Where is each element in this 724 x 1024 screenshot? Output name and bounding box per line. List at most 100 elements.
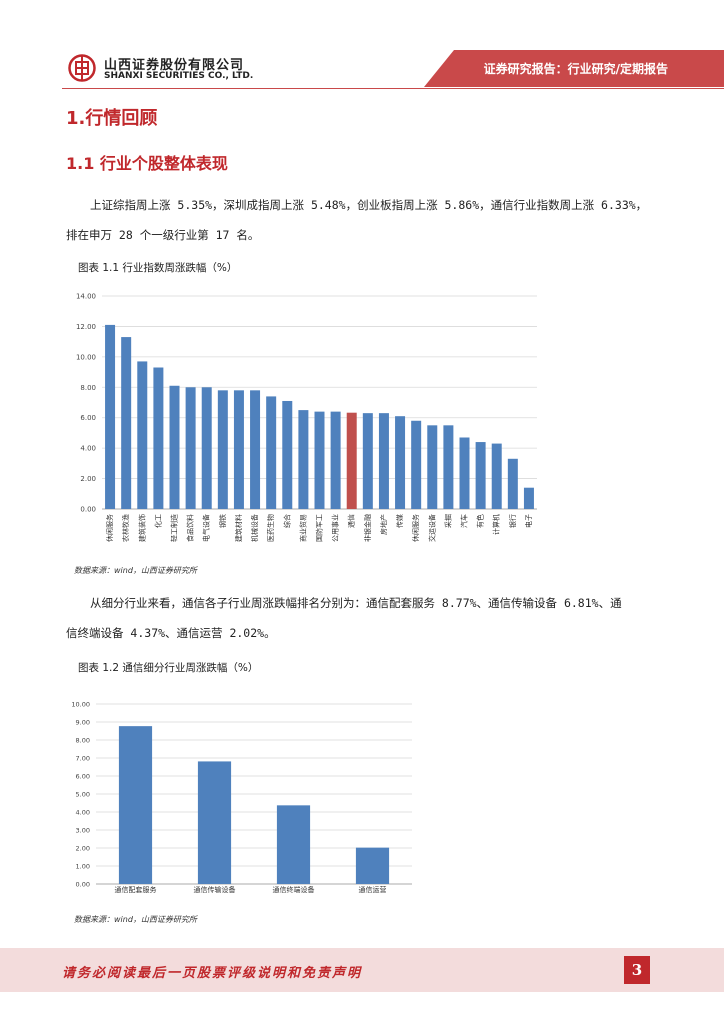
bar: [217, 390, 228, 509]
x-category-label: 建筑材料: [234, 514, 243, 542]
bar: [250, 390, 261, 509]
y-tick-label: 6.00: [80, 414, 96, 422]
x-category-label: 化工: [153, 514, 162, 528]
x-category-label: 电子: [524, 514, 533, 528]
x-category-label: 通信传输设备: [194, 885, 236, 894]
x-category-label: 建筑装饰: [137, 514, 146, 542]
paragraph-line: 信终端设备 4.37%、通信运营 2.02%。: [66, 626, 276, 640]
x-category-label: 汽车: [460, 514, 469, 528]
y-tick-label: 8.00: [76, 737, 90, 745]
x-category-label: 农林牧渔: [121, 514, 130, 542]
y-tick-label: 0.00: [76, 881, 90, 889]
bar: [201, 387, 212, 509]
bar: [330, 411, 341, 509]
page-footer: [0, 948, 724, 992]
paragraph-line: 从细分行业来看，通信各子行业周涨跌幅排名分别为：通信配套服务 8.77%、通信传…: [90, 596, 622, 610]
x-category-label: 钢铁: [218, 514, 227, 528]
y-tick-label: 14.00: [76, 293, 96, 301]
y-tick-label: 9.00: [76, 719, 90, 727]
paragraph-line: 上证综指周上涨 5.35%，深圳成指周上涨 5.48%，创业板指周上涨 5.86…: [90, 198, 648, 212]
bar: [197, 761, 232, 884]
bar: [169, 385, 180, 509]
x-category-label: 传媒: [395, 514, 404, 528]
bar: [266, 396, 277, 509]
header-banner: [424, 50, 724, 87]
x-category-label: 商业贸易: [298, 514, 307, 542]
company-name-cn: 山西证券股份有限公司: [104, 58, 245, 73]
bar: [346, 412, 357, 509]
x-category-label: 银行: [508, 514, 517, 528]
x-category-label: 轻工制造: [170, 514, 179, 542]
y-tick-label: 5.00: [76, 791, 90, 799]
y-tick-label: 7.00: [76, 755, 90, 763]
x-category-label: 交运设备: [427, 514, 436, 542]
y-tick-label: 1.00: [76, 863, 90, 871]
x-category-label: 电气设备: [202, 514, 211, 542]
y-tick-label: 0.00: [80, 506, 96, 514]
x-category-label: 通信运营: [359, 885, 387, 894]
x-category-label: 通信终端设备: [273, 885, 315, 894]
bar: [411, 420, 422, 509]
bar: [378, 413, 389, 509]
bar: [105, 324, 116, 509]
bar: [523, 487, 534, 509]
bar: [153, 367, 164, 509]
page-number: 3: [624, 956, 650, 984]
y-tick-label: 10.00: [76, 353, 96, 361]
y-tick-label: 10.00: [71, 701, 90, 709]
y-tick-label: 8.00: [80, 384, 96, 392]
bar: [475, 442, 486, 509]
bar: [233, 390, 244, 509]
x-category-label: 国防军工: [315, 514, 324, 542]
y-tick-label: 4.00: [76, 809, 90, 817]
x-category-label: 有色: [476, 514, 485, 528]
bar: [491, 443, 502, 509]
bar: [355, 847, 390, 884]
x-category-label: 机械设备: [250, 514, 259, 542]
bar: [282, 400, 293, 509]
y-tick-label: 3.00: [76, 827, 90, 835]
header-divider: [62, 88, 724, 89]
x-category-label: 计算机: [492, 514, 501, 535]
x-category-label: 医药生物: [266, 514, 275, 542]
figure-1-source: 数据来源：wind，山西证券研究所: [74, 566, 197, 575]
y-tick-label: 6.00: [76, 773, 90, 781]
company-name-en: SHANXI SECURITIES CO., LTD.: [104, 71, 254, 81]
x-category-label: 通信配套服务: [115, 885, 157, 894]
bar: [443, 425, 454, 509]
telecom-subindustry-bar-chart: 0.00 1.00 2.00 3.00 4.00 5.00 6.00 7.00 8.00 9.00…: [71, 701, 412, 894]
figure-2-title: 图表 1.2 通信细分行业周涨跌幅（%）: [78, 662, 259, 674]
x-category-label: 采掘: [443, 514, 452, 528]
paragraph-line: 排在申万 28 个一级行业第 17 名。: [66, 228, 260, 242]
bar: [459, 437, 470, 509]
paragraph-subindustry-summary: 从细分行业来看，通信各子行业周涨跌幅排名分别为：通信配套服务 8.77%、通信传…: [66, 588, 666, 648]
company-logo-icon: [68, 54, 96, 82]
industry-index-bar-chart: 0.002.004.006.008.0010.0012.0014.00休闲服务农…: [76, 293, 537, 542]
x-category-label: 通信: [347, 514, 356, 528]
y-tick-label: 12.00: [76, 323, 96, 331]
x-category-label: 食品饮料: [186, 514, 195, 542]
bar: [362, 413, 373, 509]
bar: [427, 425, 438, 509]
bar: [121, 337, 132, 509]
paragraph-market-summary: 上证综指周上涨 5.35%，深圳成指周上涨 5.48%，创业板指周上涨 5.86…: [66, 190, 666, 250]
bar: [395, 416, 406, 509]
subsection-heading: 1.1 行业个股整体表现: [66, 154, 228, 173]
x-category-label: 休闲服务: [105, 514, 114, 542]
report-type-label: 证券研究报告：行业研究/定期报告: [483, 62, 668, 76]
y-tick-label: 2.00: [80, 475, 96, 483]
disclaimer-notice: 请务必阅读最后一页股票评级说明和免责声明: [62, 966, 363, 981]
x-category-label: 公用事业: [331, 514, 340, 542]
y-tick-label: 4.00: [80, 445, 96, 453]
section-heading: 1.行情回顾: [66, 108, 158, 129]
bar: [298, 410, 309, 509]
bar: [276, 805, 311, 884]
x-category-label: 房地产: [379, 514, 388, 535]
x-category-label: 综合: [282, 514, 291, 528]
page-header: 山西证券股份有限公司 SHANXI SECURITIES CO., LTD. 证…: [0, 0, 724, 95]
bar: [314, 411, 325, 509]
x-category-label: 休闲服务: [411, 514, 420, 542]
figure-2-source: 数据来源：wind，山西证券研究所: [74, 915, 197, 924]
y-tick-label: 2.00: [76, 845, 90, 853]
x-category-label: 非银金融: [363, 514, 372, 542]
